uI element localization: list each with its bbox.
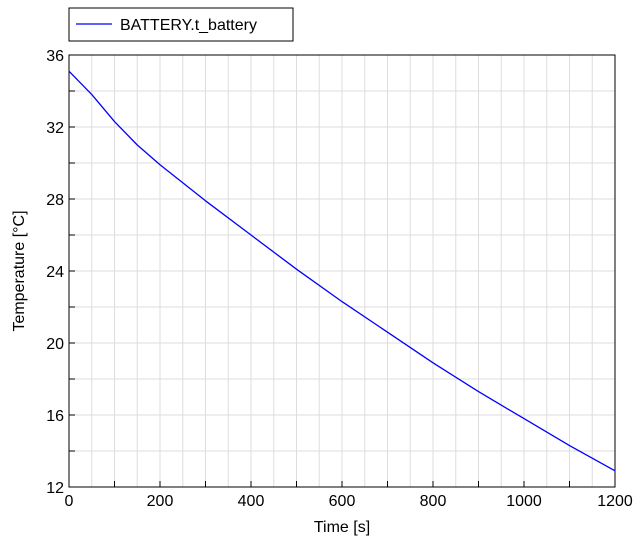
grid-lines [68,54,616,488]
x-tick-label: 400 [238,493,265,510]
y-tick-label: 20 [46,336,64,353]
x-tick-label: 1000 [506,493,542,510]
y-tick-label: 24 [46,264,64,281]
x-tick-label: 800 [420,493,447,510]
x-axis-title: Time [s] [314,519,370,536]
series-line-0 [68,70,616,472]
x-tick-label: 0 [65,493,74,510]
legend-label: BATTERY.t_battery [120,17,257,34]
y-tick-label: 16 [46,408,64,425]
y-tick-label: 28 [46,192,64,209]
legend: BATTERY.t_battery [68,7,294,42]
y-tick-label: 36 [46,48,64,65]
series-layer [68,70,616,472]
axis-ticks: 0 200 400 600 800 1000 1200 12 16 20 24 28 32 36 [46,48,633,510]
x-tick-label: 1200 [597,493,633,510]
x-tick-label: 200 [147,493,174,510]
x-tick-label: 600 [329,493,356,510]
y-tick-label: 12 [46,480,64,497]
y-tick-label: 32 [46,120,64,137]
y-axis-title: Temperature [°C] [11,210,28,331]
